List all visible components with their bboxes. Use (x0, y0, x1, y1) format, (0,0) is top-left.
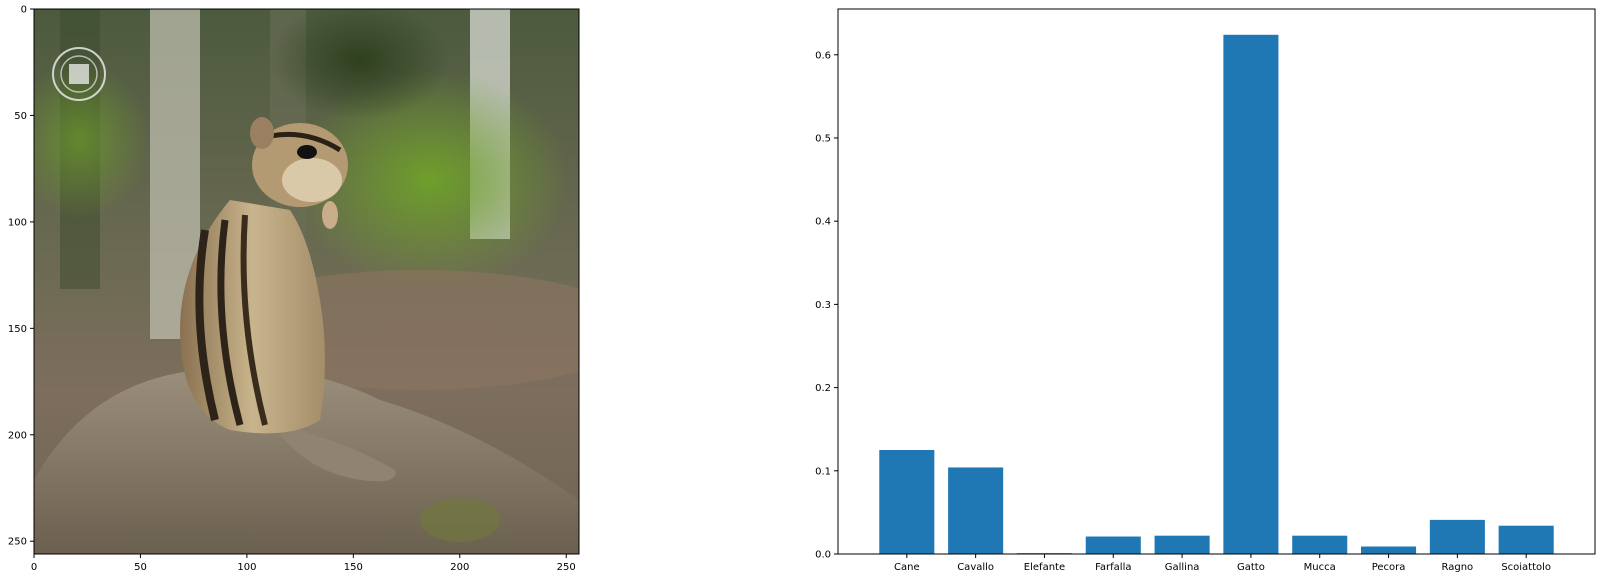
bar-category-label: Cane (894, 562, 920, 573)
bar-y-tick-label: 0.4 (815, 217, 831, 228)
image-x-tick-label: 0 (31, 562, 37, 573)
image-y-tick-label: 0 (21, 5, 27, 16)
bar-category-label: Gatto (1237, 562, 1265, 573)
bar-y-ticks: 0.0 0.1 0.2 0.3 0.4 0.5 0.6 (815, 50, 838, 561)
image-x-tick-label: 250 (557, 562, 576, 573)
bar-y-tick-label: 0.1 (815, 466, 831, 477)
bar-axes-frame (837, 8, 1596, 555)
image-x-ticks: 0 50 100 150 200 250 (31, 554, 576, 573)
bar-y-tick-label: 0.3 (815, 300, 831, 311)
bar-category-label: Gallina (1165, 562, 1200, 573)
bar-cavallo (948, 467, 1004, 554)
image-y-tick-label: 200 (8, 430, 27, 441)
bar-series (879, 34, 1554, 555)
bar-category-label: Cavallo (957, 562, 994, 573)
image-x-tick-label: 150 (344, 562, 363, 573)
image-y-tick-label: 150 (8, 324, 27, 335)
bar-axes: Cane Cavallo Elefante Farfalla Gallina Gatto M… (815, 8, 1596, 573)
bar-y-tick-label: 0.5 (815, 133, 831, 144)
bar-x-ticks: Cane Cavallo Elefante Farfalla Gallina Gatto M… (894, 554, 1551, 573)
bar-cane (879, 449, 935, 554)
chipmunk-photo (34, 9, 579, 554)
image-axes-frame (33, 8, 580, 555)
bar-category-label: Ragno (1442, 562, 1474, 573)
image-y-tick-label: 50 (14, 111, 27, 122)
image-y-ticks: 0 50 100 150 200 250 (8, 5, 34, 548)
image-x-tick-label: 100 (237, 562, 256, 573)
bar-y-tick-label: 0.2 (815, 383, 831, 394)
bar-gatto (1223, 34, 1279, 555)
bar-scoiattolo (1498, 525, 1554, 554)
bar-y-tick-label: 0.6 (815, 50, 831, 61)
bar-y-tick-label: 0.0 (815, 550, 831, 561)
bar-ragno (1429, 519, 1485, 554)
image-y-tick-label: 100 (8, 217, 27, 228)
image-axes: 0 50 100 150 200 250 0 50 100 150 200 250 (8, 5, 580, 573)
bar-mucca (1292, 535, 1348, 554)
image-y-tick-label: 250 (8, 537, 27, 548)
bar-category-label: Farfalla (1095, 562, 1131, 573)
image-x-tick-label: 50 (134, 562, 147, 573)
image-x-tick-label: 200 (450, 562, 469, 573)
bar-category-label: Mucca (1304, 562, 1336, 573)
bar-category-label: Pecora (1372, 562, 1406, 573)
bar-gallina (1154, 535, 1210, 554)
bar-category-label: Elefante (1024, 562, 1065, 573)
bar-pecora (1361, 546, 1417, 554)
bar-category-label: Scoiattolo (1501, 562, 1551, 573)
bar-farfalla (1085, 536, 1141, 554)
